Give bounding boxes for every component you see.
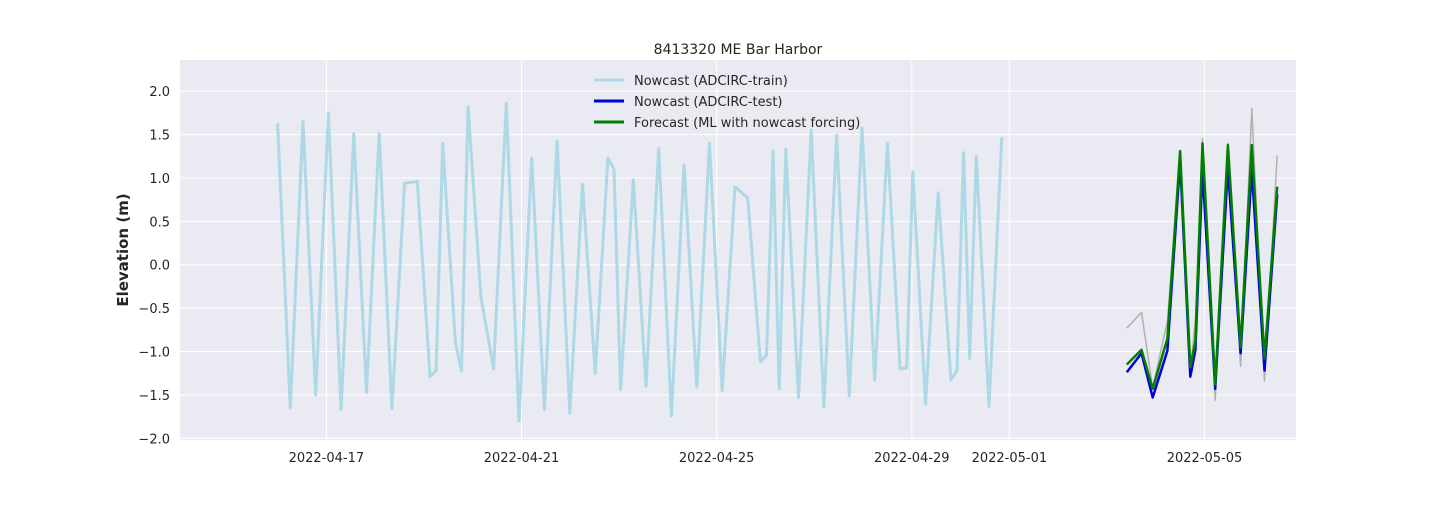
legend-label: Nowcast (ADCIRC-train) [634, 74, 788, 89]
y-tick-label: 1.0 [149, 172, 170, 187]
y-tick-label: −1.5 [138, 389, 170, 404]
x-axis-ticks: 2022-04-17 2022-04-21 2022-04-25 2022-04-29… [289, 451, 1243, 466]
x-tick-label: 2022-05-01 [972, 451, 1048, 466]
y-tick-label: 0.0 [149, 259, 170, 274]
x-tick-label: 2022-05-05 [1167, 451, 1243, 466]
y-tick-label: −2.0 [138, 432, 170, 447]
grid-lines [180, 60, 1296, 440]
x-tick-label: 2022-04-17 [289, 451, 365, 466]
y-tick-label: 1.5 [149, 129, 170, 144]
legend-label: Forecast (ML with nowcast forcing) [634, 116, 860, 131]
chart-title: 8413320 ME Bar Harbor [654, 42, 823, 58]
series-line-nowcast-adcirc-train [276, 101, 1004, 423]
y-tick-label: −0.5 [138, 302, 170, 317]
x-tick-label: 2022-04-25 [679, 451, 755, 466]
legend: Nowcast (ADCIRC-train) Nowcast (ADCIRC-te… [594, 74, 860, 131]
y-axis-label: Elevation (m) [114, 193, 132, 306]
x-tick-label: 2022-04-29 [874, 451, 950, 466]
y-tick-label: 0.5 [149, 215, 170, 230]
y-axis-ticks: 2.0 1.5 1.0 0.5 0.0 −0.5 −1.0 −1.5 −2.0 [138, 85, 170, 447]
series-line-forecast-ml-with-nowcast-forcing [1125, 142, 1279, 391]
x-tick-label: 2022-04-21 [484, 451, 560, 466]
y-tick-label: 2.0 [149, 85, 170, 100]
legend-label: Nowcast (ADCIRC-test) [634, 95, 783, 110]
y-tick-label: −1.0 [138, 346, 170, 361]
series-layer [276, 101, 1279, 423]
